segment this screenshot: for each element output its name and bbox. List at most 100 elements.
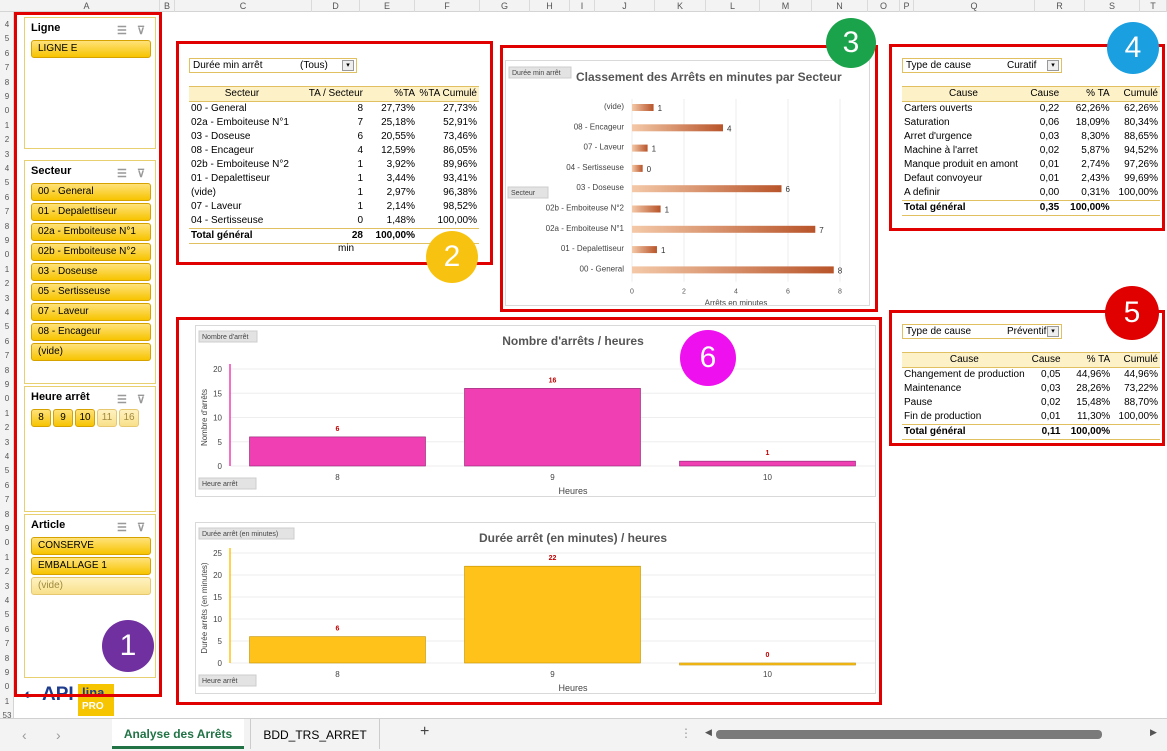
row-header[interactable]: 6	[4, 480, 10, 490]
table-cell[interactable]: Fin de production	[904, 411, 982, 422]
table-cell[interactable]: 97,26%	[1124, 159, 1158, 170]
total-cell[interactable]: 100,00%	[365, 228, 417, 244]
pivot-header[interactable]: Cause	[1024, 86, 1062, 102]
tab-splitter-icon[interactable]: ⋮	[680, 726, 692, 740]
chart-field-button[interactable]: Nombre d'arrêt	[198, 330, 258, 343]
table-cell[interactable]: 1	[357, 187, 363, 198]
table-cell[interactable]: 0,06	[1039, 117, 1060, 128]
column-header[interactable]: H	[530, 0, 570, 12]
table-cell[interactable]: Carters ouverts	[904, 103, 973, 114]
slicer-item[interactable]: 02b - Emboiteuse N°2	[31, 243, 151, 261]
table-cell[interactable]: 1	[357, 159, 363, 170]
dropdown-arrow-icon[interactable]: ▾	[342, 60, 354, 71]
table-cell[interactable]: 0,01	[1041, 411, 1061, 422]
column-header[interactable]: D	[312, 0, 360, 12]
pivot-header[interactable]: Cumulé	[1111, 86, 1160, 102]
table-cell[interactable]: 5,87%	[1081, 145, 1110, 156]
slicer-item[interactable]: 03 - Doseuse	[31, 263, 151, 281]
column-header[interactable]: T	[1140, 0, 1167, 12]
table-cell[interactable]: 02a - Emboiteuse N°1	[191, 117, 289, 128]
row-header[interactable]: 3	[4, 581, 10, 591]
table-cell[interactable]: Machine à l'arret	[904, 145, 978, 156]
table-cell[interactable]: 0,02	[1041, 397, 1061, 408]
table-cell[interactable]: 96,38%	[443, 187, 477, 198]
chart-classement-arrets[interactable]: Durée min arrêt Secteur Classement des Arr…	[505, 60, 870, 306]
bar[interactable]	[632, 164, 643, 172]
row-header[interactable]: 6	[4, 336, 10, 346]
row-header[interactable]: 5	[4, 322, 10, 332]
row-header[interactable]: 6	[4, 192, 10, 202]
slicer-item[interactable]: (vide)	[31, 343, 151, 361]
filter-applied-icon[interactable]: ▾	[1047, 326, 1059, 337]
slicer-ligne[interactable]: Ligne ☰ ⊽ LIGNE E	[24, 17, 156, 149]
pivot-header[interactable]: Cause	[902, 86, 1025, 102]
column-header[interactable]: Q	[914, 0, 1035, 12]
table-cell[interactable]: 62,26%	[1124, 103, 1158, 114]
slicer-item[interactable]: 16	[119, 409, 139, 427]
table-cell[interactable]: 27,73%	[443, 103, 477, 114]
table-cell[interactable]: Pause	[904, 397, 933, 408]
bar[interactable]	[632, 104, 654, 111]
row-header[interactable]: 1	[4, 696, 10, 706]
table-cell[interactable]: 93,41%	[443, 173, 477, 184]
table-cell[interactable]: Defaut convoyeur	[904, 173, 983, 184]
row-header[interactable]: 2	[4, 279, 10, 289]
table-cell[interactable]: 2,97%	[386, 187, 415, 198]
total-cell[interactable]: Total général	[902, 200, 1025, 216]
table-cell[interactable]: 0,00	[1039, 187, 1060, 198]
table-cell[interactable]: 1	[357, 173, 363, 184]
hscroll-left-icon[interactable]: ◀	[705, 727, 712, 737]
row-header[interactable]: 7	[4, 495, 10, 505]
pivot-header[interactable]: % TA	[1062, 352, 1113, 368]
slicer-item[interactable]: CONSERVE	[31, 537, 151, 555]
table-cell[interactable]: 0,03	[1041, 383, 1061, 394]
pivot-filter-type-cause[interactable]: Type de cause Curatif ▾	[902, 58, 1062, 73]
table-cell[interactable]: 20,55%	[381, 131, 415, 142]
slicer-item[interactable]: (vide)	[31, 577, 151, 595]
table-cell[interactable]: A definir	[904, 187, 941, 198]
column-header[interactable]: F	[415, 0, 480, 12]
table-cell[interactable]: 0,01	[1039, 159, 1060, 170]
row-header[interactable]: 2	[4, 135, 10, 145]
row-header[interactable]: 9	[4, 668, 10, 677]
row-header[interactable]: 5	[4, 610, 10, 620]
row-header[interactable]: 0	[4, 106, 10, 116]
row-header[interactable]: 3	[4, 437, 10, 447]
bar[interactable]	[679, 662, 856, 666]
table-cell[interactable]: 0,01	[1039, 173, 1060, 184]
bar[interactable]	[464, 388, 641, 467]
slicer-item[interactable]: EMBALLAGE 1	[31, 557, 151, 575]
total-cell[interactable]: 100,00%	[1062, 424, 1113, 440]
pivot-header[interactable]: TA / Secteur	[295, 86, 365, 102]
clear-filter-icon[interactable]: ⊽	[137, 394, 146, 406]
row-header[interactable]: 1	[4, 552, 10, 562]
column-header[interactable]: I	[570, 0, 595, 12]
table-cell[interactable]: 1,48%	[386, 215, 415, 226]
slicer-item[interactable]: 05 - Sertisseuse	[31, 283, 151, 301]
row-header[interactable]: 2	[4, 567, 10, 577]
total-cell[interactable]	[1112, 424, 1160, 440]
row-header[interactable]: 0	[4, 250, 10, 260]
pivot-filter-duree[interactable]: Durée min arrêt (Tous) ▾	[189, 58, 357, 73]
row-header[interactable]: 7	[4, 639, 10, 649]
table-cell[interactable]: Manque produit en amont	[904, 159, 1018, 170]
table-cell[interactable]: 44,96%	[1076, 369, 1111, 380]
table-cell[interactable]: 2,14%	[386, 201, 415, 212]
pivot-filter-type-cause[interactable]: Type de cause Préventif ▾	[902, 324, 1062, 339]
row-header[interactable]: 4	[4, 308, 10, 317]
table-cell[interactable]: 18,09%	[1075, 117, 1110, 128]
table-cell[interactable]: 44,96%	[1124, 369, 1158, 380]
total-cell[interactable]: Total général	[902, 424, 1027, 440]
slicer-item[interactable]: 02a - Emboiteuse N°1	[31, 223, 151, 241]
column-header[interactable]: P	[900, 0, 914, 12]
bar[interactable]	[632, 185, 782, 193]
bar[interactable]	[632, 124, 723, 132]
column-header[interactable]: N	[812, 0, 868, 12]
table-cell[interactable]: 15,48%	[1076, 397, 1111, 408]
table-cell[interactable]: 0,02	[1039, 145, 1060, 156]
table-cell[interactable]: 62,26%	[1075, 103, 1110, 114]
table-cell[interactable]: 7	[357, 117, 363, 128]
bar[interactable]	[632, 144, 648, 152]
clear-filter-icon[interactable]: ⊽	[137, 522, 146, 534]
row-header[interactable]: 4	[4, 596, 10, 605]
